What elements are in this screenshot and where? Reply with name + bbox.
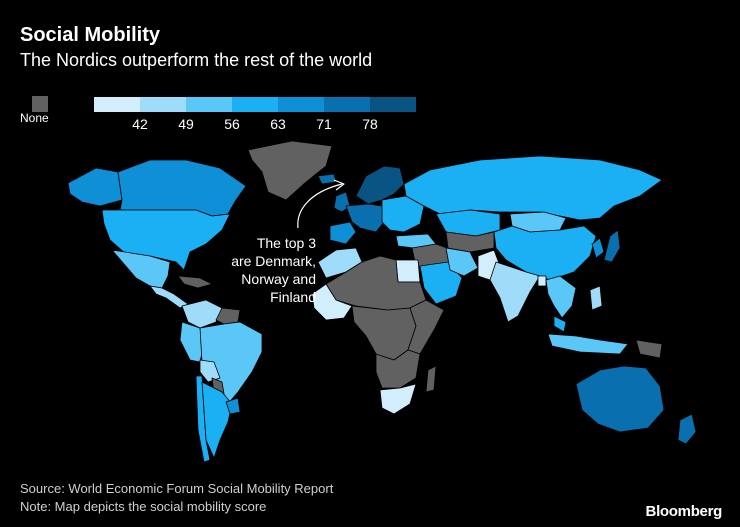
region-bangladesh xyxy=(537,275,547,287)
region-saudi-arabia xyxy=(419,261,463,305)
legend-tick: 78 xyxy=(362,116,378,132)
region-iberia xyxy=(329,221,357,245)
note-text: Note: Map depicts the social mobility sc… xyxy=(20,499,267,514)
legend-tick: 49 xyxy=(178,116,194,132)
region-kazakhstan xyxy=(435,209,501,237)
region-canada xyxy=(117,159,247,217)
legend-bin-1 xyxy=(94,97,140,112)
legend-bin-2 xyxy=(140,97,186,112)
region-egypt xyxy=(395,259,421,283)
region-papua xyxy=(635,339,663,359)
region-greenland xyxy=(247,140,333,201)
legend-color-scale xyxy=(94,97,416,112)
region-caribbean xyxy=(177,275,213,289)
region-australia xyxy=(575,365,665,433)
annotation-line: The top 3 xyxy=(256,235,316,251)
region-uruguay xyxy=(225,397,241,415)
legend: None 42 49 56 63 71 78 xyxy=(20,94,420,134)
legend-tick: 63 xyxy=(270,116,286,132)
legend-none-label: None xyxy=(20,111,49,125)
region-east-africa xyxy=(407,299,445,355)
annotation-arrow xyxy=(297,183,343,229)
region-philippines xyxy=(589,285,603,311)
annotation-arrowhead xyxy=(333,179,345,191)
legend-ticks: 42 49 56 63 71 78 xyxy=(94,116,416,134)
legend-bin-5 xyxy=(278,97,324,112)
legend-none-swatch xyxy=(32,96,48,112)
region-west-africa xyxy=(311,283,353,321)
source-text: Source: World Economic Forum Social Mobi… xyxy=(20,481,334,496)
legend-tick: 71 xyxy=(316,116,332,132)
world-map xyxy=(67,140,697,463)
annotation-line: are Denmark, xyxy=(231,253,316,269)
region-japan xyxy=(603,229,621,263)
legend-bin-7 xyxy=(370,97,416,112)
legend-tick: 56 xyxy=(224,116,240,132)
map-annotation: The top 3 are Denmark, Norway and Finlan… xyxy=(216,234,316,306)
region-colombia-venezuela xyxy=(181,299,223,329)
region-argentina xyxy=(201,381,233,459)
chart-subtitle: The Nordics outperform the rest of the w… xyxy=(20,50,373,70)
bloomberg-logo: Bloomberg xyxy=(645,503,723,520)
region-malaysia xyxy=(553,315,567,333)
legend-tick: 42 xyxy=(132,116,148,132)
region-central-america xyxy=(149,285,189,309)
chart-title: Social Mobility xyxy=(20,24,161,46)
region-new-zealand xyxy=(677,413,697,445)
region-southeast-asia xyxy=(545,275,577,319)
region-indonesia xyxy=(547,333,629,355)
region-iceland xyxy=(317,173,337,185)
region-korea xyxy=(591,237,605,259)
region-chile xyxy=(195,375,211,463)
annotation-line: Norway and xyxy=(241,271,316,287)
region-western-europe xyxy=(345,203,385,233)
region-south-africa xyxy=(379,383,417,415)
region-alaska xyxy=(67,167,123,207)
annotation-line: Finland xyxy=(270,289,316,305)
region-china xyxy=(493,225,597,281)
region-india xyxy=(489,261,541,323)
region-southern-africa xyxy=(375,349,421,389)
legend-bin-3 xyxy=(186,97,232,112)
region-iran xyxy=(445,247,479,277)
legend-bin-6 xyxy=(324,97,370,112)
region-russia xyxy=(403,155,663,221)
legend-bin-4 xyxy=(232,97,278,112)
region-madagascar xyxy=(425,365,437,393)
region-usa xyxy=(101,209,231,271)
